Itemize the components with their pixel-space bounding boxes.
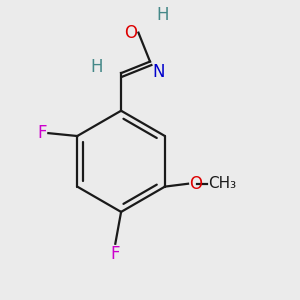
Text: F: F — [111, 245, 120, 263]
Text: O: O — [124, 24, 137, 42]
Text: CH₃: CH₃ — [208, 176, 236, 191]
Text: H: H — [90, 58, 103, 76]
Text: O: O — [190, 175, 202, 193]
Text: N: N — [152, 63, 165, 81]
Text: F: F — [38, 124, 47, 142]
Text: H: H — [157, 6, 169, 24]
